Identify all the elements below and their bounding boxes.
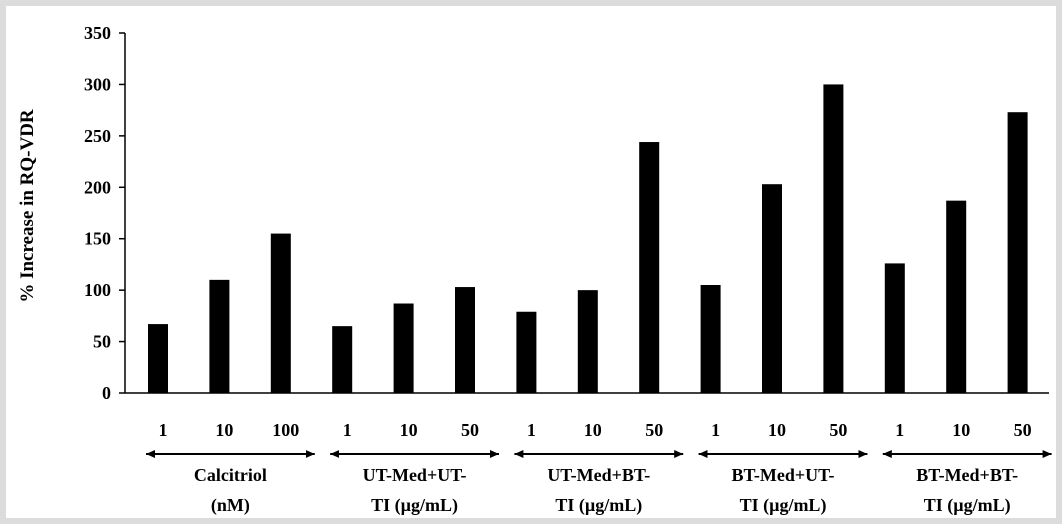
y-tick-label: 50 xyxy=(93,332,111,352)
x-tick-label: 1 xyxy=(159,420,168,440)
x-tick-label: 10 xyxy=(768,420,786,440)
x-tick-label: 50 xyxy=(645,420,663,440)
group-label: Calcitriol xyxy=(194,465,267,485)
group-label: TI (µg/mL) xyxy=(555,495,642,516)
x-tick-label: 50 xyxy=(829,420,847,440)
bar xyxy=(209,279,230,393)
y-tick-label: 350 xyxy=(84,23,111,43)
y-tick-label: 250 xyxy=(84,126,111,146)
y-axis-label: % Increase in RQ-VDR xyxy=(17,109,38,303)
bar-chart: % Increase in RQ-VDR 0501001502002503003… xyxy=(17,23,1052,516)
group-label: BT-Med+UT- xyxy=(732,465,835,485)
x-tick-label: 50 xyxy=(1014,420,1032,440)
group-label: TI (µg/mL) xyxy=(371,495,458,516)
bar xyxy=(884,263,905,393)
x-axis-tick-labels: 1 10 100 1 10 50 1 10 50 1 10 50 1 10 50 xyxy=(159,420,1032,440)
y-tick-label: 300 xyxy=(84,74,111,94)
x-tick-label: 50 xyxy=(461,420,479,440)
group-labels: Calcitriol (nM) UT-Med+UT- TI (µg/mL) UT-Med… xyxy=(194,465,1018,516)
x-tick-label: 10 xyxy=(584,420,602,440)
group-label: UT-Med+BT- xyxy=(547,465,650,485)
y-axis-ticks: 0 50 100 150 200 250 300 350 xyxy=(84,23,125,403)
bar xyxy=(148,324,168,393)
y-tick-label: 200 xyxy=(84,177,111,197)
x-tick-label: 100 xyxy=(272,420,299,440)
x-tick-label: 1 xyxy=(711,420,720,440)
y-tick-label: 150 xyxy=(84,229,111,249)
x-tick-label: 1 xyxy=(527,420,536,440)
bar xyxy=(946,200,967,393)
bar xyxy=(823,84,844,393)
x-tick-label: 1 xyxy=(895,420,904,440)
bar xyxy=(762,184,782,393)
x-tick-label: 10 xyxy=(952,420,970,440)
group-label: TI (µg/mL) xyxy=(740,495,827,516)
bar xyxy=(455,287,475,393)
group-label: TI (µg/mL) xyxy=(924,495,1011,516)
group-label: BT-Med+BT- xyxy=(916,465,1018,485)
y-tick-label: 0 xyxy=(102,383,111,403)
bar xyxy=(393,303,414,393)
x-tick-label: 1 xyxy=(343,420,352,440)
chart-frame: % Increase in RQ-VDR 0 50 100 150 200 250 300 3… xyxy=(6,6,1056,518)
x-tick-label: 10 xyxy=(400,420,418,440)
bar xyxy=(516,311,537,393)
bar xyxy=(332,326,353,393)
x-tick-label: 10 xyxy=(215,420,233,440)
y-tick-label: 100 xyxy=(84,280,111,300)
bar xyxy=(1007,112,1028,393)
group-label: UT-Med+UT- xyxy=(363,465,467,485)
bar xyxy=(700,285,721,393)
group-label: (nM) xyxy=(211,495,250,516)
bar xyxy=(577,290,598,393)
bar xyxy=(270,233,291,393)
bars xyxy=(148,84,1028,393)
bar xyxy=(639,142,660,393)
